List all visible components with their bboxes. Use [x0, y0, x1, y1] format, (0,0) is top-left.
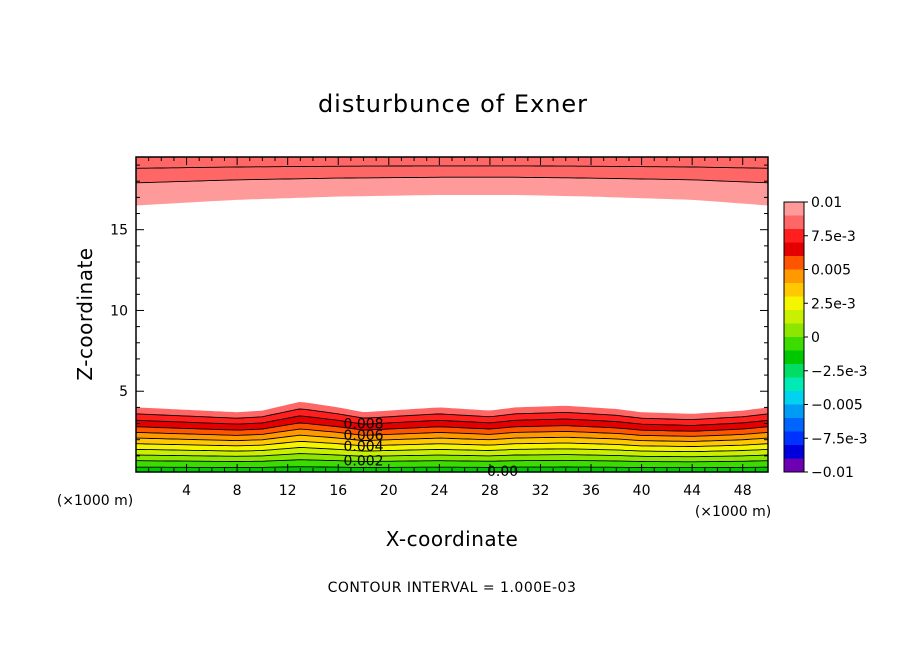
- x-tick-label: 16: [329, 483, 347, 499]
- colorbar: 0.01 7.5e-3 0.005 2.5e-3 0 −2.5e-3 −0.005 −7.5e…: [783, 195, 868, 481]
- colorbar-tick-label: −7.5e-3: [811, 431, 868, 447]
- contour-label: 0.002: [343, 454, 383, 470]
- contour-line: [135, 447, 769, 453]
- colorbar-swatch: [784, 323, 804, 338]
- colorbar-swatch: [784, 242, 804, 257]
- contour-line: [135, 434, 769, 442]
- x-tick-label: 8: [233, 483, 242, 499]
- plot-fills: [136, 157, 768, 472]
- colorbar-swatch: [784, 229, 804, 243]
- x-tick-label: 40: [633, 483, 651, 499]
- x-tick-label: 12: [279, 483, 297, 499]
- chart-title: disturbunce of Exner: [318, 90, 588, 118]
- colorbar-swatch: [784, 391, 804, 405]
- contour-line: [135, 176, 769, 184]
- colorbar-tick-label: 0: [811, 330, 820, 346]
- x-tick-label: 36: [582, 483, 600, 499]
- x-tick-label: 48: [734, 483, 752, 499]
- colorbar-tick-label: 7.5e-3: [811, 229, 856, 245]
- contour-line: [136, 459, 769, 463]
- colorbar-tick-label: 0.01: [811, 195, 842, 211]
- x-tick-label: 24: [430, 483, 448, 499]
- y-axis-ticks: 5 10 15: [110, 164, 768, 457]
- x-axis-label: X-coordinate: [386, 527, 519, 551]
- contour-line: [135, 453, 769, 458]
- colorbar-swatch: [784, 283, 804, 297]
- colorbar-swatch: [784, 310, 804, 324]
- contour-line: [135, 422, 769, 432]
- x-axis-ticks: 4 8 12 16 20 24 28 32 36 40 44 48: [148, 157, 756, 499]
- top-layer-band: [136, 157, 768, 183]
- contour-interval-note: CONTOUR INTERVAL = 1.000E-03: [328, 580, 577, 596]
- x-tick-label: 32: [532, 483, 550, 499]
- x-tick-label: 20: [380, 483, 398, 499]
- x-tick-label: 4: [182, 483, 191, 499]
- colorbar-swatch: [784, 269, 804, 284]
- colorbar-tick-label: −2.5e-3: [811, 364, 868, 380]
- colorbar-swatch: [784, 256, 804, 270]
- contour-line: [136, 466, 768, 469]
- colorbar-swatch: [784, 404, 804, 419]
- colorbar-swatch: [784, 350, 804, 365]
- y-axis-label: Z-coordinate: [73, 247, 97, 380]
- contour-line: [135, 165, 769, 169]
- x-tick-label: 44: [683, 483, 701, 499]
- y-tick-label: 15: [110, 223, 128, 239]
- x-unit-label-right: (×1000 m): [695, 504, 771, 520]
- colorbar-swatch: [784, 296, 804, 311]
- colorbar-swatch: [784, 337, 804, 351]
- colorbar-tick-label: −0.005: [811, 398, 863, 414]
- colorbar-swatch: [784, 458, 804, 473]
- colorbar-swatch: [784, 364, 804, 378]
- contour-label: 0.004: [343, 439, 383, 455]
- y-tick-label: 5: [119, 384, 128, 400]
- colorbar-swatch: [784, 202, 804, 216]
- colorbar-swatch: [784, 431, 804, 446]
- colorbar-swatch: [784, 445, 804, 459]
- y-tick-label: 10: [110, 303, 128, 319]
- colorbar-swatch: [784, 215, 804, 230]
- contour-line: [135, 408, 769, 421]
- colorbar-tick-label: 2.5e-3: [811, 296, 856, 312]
- contour-line: [135, 415, 769, 426]
- contour-label: 0.008: [343, 417, 383, 433]
- colorbar-swatch: [784, 418, 804, 432]
- x-tick-label: 28: [481, 483, 499, 499]
- contour-lines: [135, 165, 769, 469]
- contour-line: [135, 428, 769, 437]
- x-unit-label-left: (×1000 m): [57, 493, 133, 509]
- contour-line: [135, 440, 769, 447]
- colorbar-swatch: [784, 377, 804, 392]
- contour-label: 0.006: [343, 428, 383, 444]
- colorbar-tick-label: 0.005: [811, 263, 851, 279]
- colorbar-tick-label: −0.01: [811, 465, 854, 481]
